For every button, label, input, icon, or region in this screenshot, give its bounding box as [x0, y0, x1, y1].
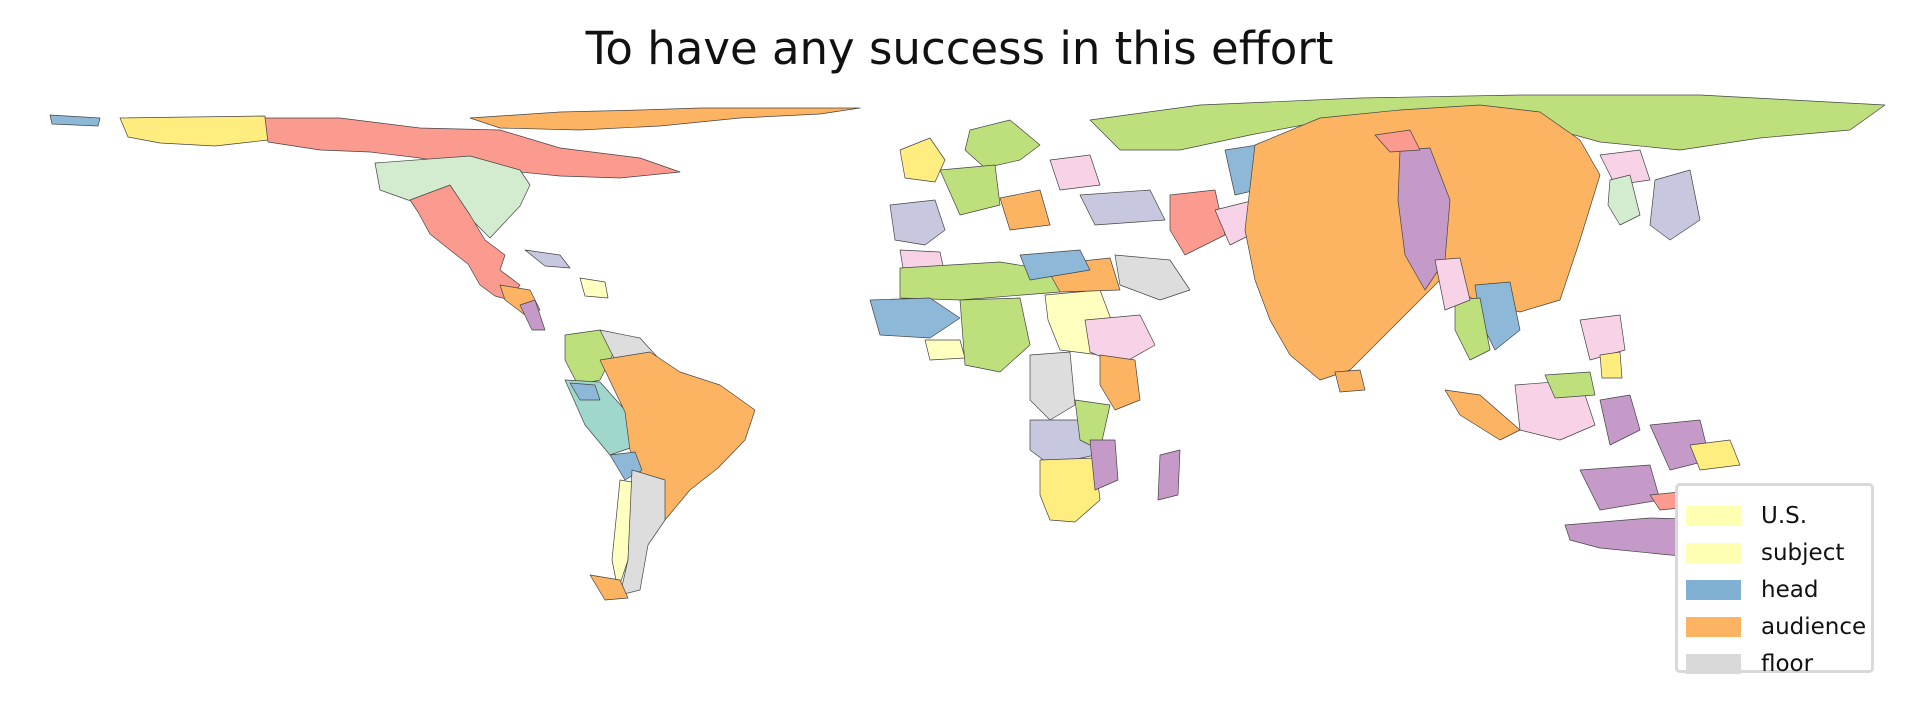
region-korea	[1607, 174, 1641, 226]
legend-item: subject	[1686, 540, 1844, 566]
legend-swatch	[1686, 617, 1741, 637]
region-central-america-2	[519, 299, 546, 331]
region-south-africa	[1039, 457, 1101, 523]
region-scandinavia	[964, 119, 1041, 169]
region-chile	[611, 479, 633, 591]
legend-label: audience	[1761, 614, 1867, 640]
region-west-africa-2	[924, 339, 966, 361]
legend: U.S. subject head audience floor	[1675, 483, 1874, 677]
region-central-europe-1	[939, 164, 1001, 216]
legend-label: U.S.	[1761, 503, 1808, 529]
region-arabia	[1114, 254, 1191, 301]
region-madagascar	[1157, 449, 1181, 501]
region-russia	[1089, 94, 1886, 151]
region-iran	[1169, 189, 1226, 256]
legend-swatch	[1686, 506, 1741, 526]
legend-label: head	[1761, 577, 1819, 603]
legend-label: floor	[1761, 651, 1814, 677]
region-west-africa	[869, 297, 961, 339]
region-central-europe-2	[999, 189, 1051, 231]
legend-swatch	[1686, 543, 1741, 563]
region-turkey-region	[1019, 249, 1091, 281]
region-bangladesh	[1397, 147, 1451, 291]
region-china-east	[1599, 149, 1651, 186]
region-ecuador	[569, 382, 601, 401]
region-alaska-tip	[49, 114, 101, 127]
legend-item: head	[1686, 577, 1818, 603]
region-caribbean-1	[524, 249, 571, 269]
region-alaska	[119, 115, 269, 147]
legend-swatch	[1686, 580, 1741, 600]
map-title: To have any success in this effort	[585, 22, 1334, 75]
region-indonesia-east	[1579, 464, 1661, 511]
region-iceland-uk	[899, 137, 946, 183]
region-indonesia-2	[1544, 371, 1596, 399]
region-arctic-islands	[469, 107, 861, 131]
region-caribbean-2	[579, 277, 609, 299]
region-mozambique	[1089, 439, 1119, 491]
region-balkans	[1049, 154, 1101, 191]
region-congo	[1029, 351, 1076, 421]
region-patagonia	[589, 574, 629, 601]
region-eastern-europe	[1079, 189, 1166, 226]
region-ethiopia	[1084, 314, 1156, 366]
region-philippines-2	[1599, 351, 1623, 379]
region-canada	[264, 117, 681, 179]
region-papua	[1689, 439, 1741, 471]
legend-item: floor	[1686, 651, 1813, 677]
legend-swatch	[1686, 654, 1741, 674]
region-central-africa-1	[959, 297, 1031, 373]
region-southeast-asia-2	[1454, 297, 1491, 361]
region-argentina	[619, 469, 666, 596]
region-southeast-asia-3	[1434, 257, 1471, 311]
region-sri-lanka	[1334, 369, 1366, 393]
region-japan	[1649, 169, 1701, 241]
region-east-africa	[1099, 354, 1141, 411]
legend-label: subject	[1761, 540, 1845, 566]
region-nepal	[1374, 129, 1421, 153]
region-indonesia-3	[1599, 394, 1641, 446]
region-malaysia	[1444, 389, 1521, 441]
legend-item: U.S.	[1686, 503, 1807, 529]
legend-item: audience	[1686, 614, 1866, 640]
region-philippines	[1579, 314, 1626, 361]
region-west-europe	[889, 199, 946, 246]
